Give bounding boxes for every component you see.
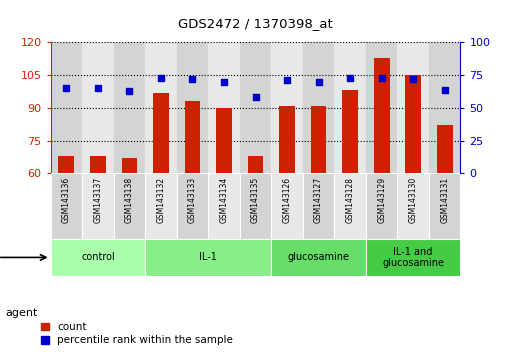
Point [282,78,290,83]
Text: GSM143131: GSM143131 [439,177,448,223]
Bar [310,106,326,173]
Bar [216,108,231,173]
Bar [334,173,365,239]
Bar [153,93,169,173]
Text: GSM143136: GSM143136 [62,177,71,223]
Bar [121,158,137,173]
Point [409,76,417,82]
Bar [428,173,460,239]
Text: GSM143126: GSM143126 [282,177,291,223]
Point [93,85,102,91]
Bar [428,42,460,173]
Point [220,79,228,85]
Text: IL-1 and
glucosamine: IL-1 and glucosamine [381,247,443,268]
Bar [436,125,451,173]
Legend: count, percentile rank within the sample: count, percentile rank within the sample [40,322,233,345]
Text: GSM143128: GSM143128 [345,177,354,223]
Point [157,75,165,81]
Bar [302,42,334,173]
Bar [114,42,145,173]
Text: control: control [81,252,115,262]
Text: GDS2472 / 1370398_at: GDS2472 / 1370398_at [178,17,332,30]
Bar [302,173,334,239]
Text: GSM143138: GSM143138 [125,177,134,223]
Bar [208,42,239,173]
Bar [271,239,365,276]
Text: GSM143130: GSM143130 [408,177,417,223]
Bar [365,42,396,173]
Bar [90,156,106,173]
Bar [239,173,271,239]
Bar [50,239,145,276]
Text: glucosamine: glucosamine [287,252,349,262]
Bar [341,91,358,173]
Bar [271,42,302,173]
Bar [247,156,263,173]
Point [314,79,322,85]
Point [125,88,133,94]
Text: agent: agent [5,308,37,318]
Bar [114,173,145,239]
Point [62,85,70,91]
Point [251,95,259,100]
Text: GSM143137: GSM143137 [93,177,102,223]
Bar [145,173,176,239]
Point [440,87,448,92]
Bar [145,42,176,173]
Bar [82,42,114,173]
Bar [271,173,302,239]
Text: GSM143133: GSM143133 [187,177,196,223]
Bar [279,106,294,173]
Bar [396,173,428,239]
Bar [365,173,396,239]
Text: IL-1: IL-1 [199,252,217,262]
Text: GSM143135: GSM143135 [250,177,260,223]
Text: GSM143129: GSM143129 [376,177,385,223]
Bar [184,101,200,173]
Text: GSM143127: GSM143127 [314,177,323,223]
Bar [50,42,82,173]
Bar [396,42,428,173]
Point [345,75,353,81]
Bar [176,173,208,239]
Bar [50,173,82,239]
Bar [373,58,389,173]
Point [377,75,385,81]
Bar [176,42,208,173]
Bar [405,75,420,173]
Bar [145,239,271,276]
Point [188,76,196,82]
Bar [82,173,114,239]
Bar [334,42,365,173]
Text: GSM143132: GSM143132 [156,177,165,223]
Bar [208,173,239,239]
Bar [365,239,460,276]
Bar [239,42,271,173]
Text: GSM143134: GSM143134 [219,177,228,223]
Bar [59,156,74,173]
